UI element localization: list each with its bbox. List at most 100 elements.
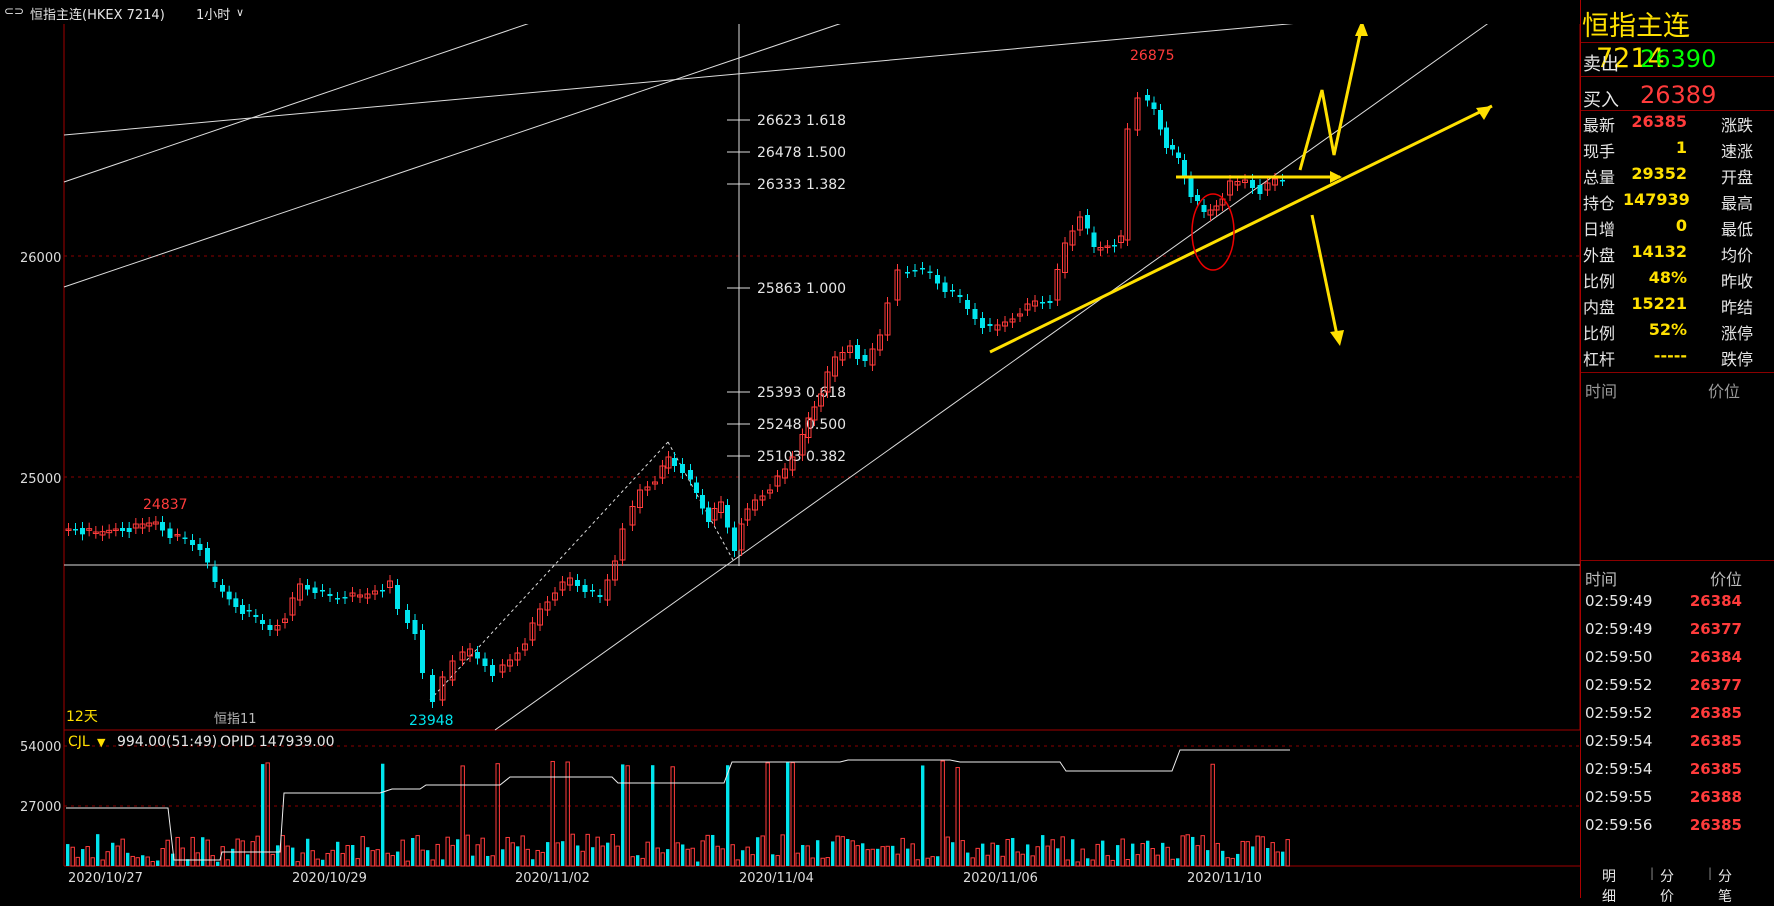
volume-readout: 994.00(51:49) xyxy=(117,734,217,750)
stat-value: 15221 xyxy=(1631,294,1687,313)
tick-time: 02:59:52 xyxy=(1585,676,1653,694)
yellow-down-scenario xyxy=(1310,214,1340,341)
ma-period-label: 12天 xyxy=(66,709,98,725)
y-axis-label-25000: 25000 xyxy=(20,472,61,487)
tick-row[interactable]: 02:59:52 26385 xyxy=(0,704,1774,731)
yellow-arrow-head-trend xyxy=(1476,106,1492,120)
divider xyxy=(1581,42,1774,43)
layout-toggle-icon[interactable]: ⊂⊃ xyxy=(4,4,25,18)
chart-header-bar: ⊂⊃ 恒指主连(HKEX 7214) 1小时 ∨ xyxy=(0,0,1580,24)
stat-row: 杠杆 ----- 跌停 xyxy=(1583,346,1773,370)
tick-row[interactable]: 02:59:50 26384 xyxy=(0,648,1774,675)
stat-row: 内盘 15221 昨结 xyxy=(1583,294,1773,318)
trend-line-3[interactable] xyxy=(63,21,846,288)
stat-right-label: 跌停 xyxy=(1721,350,1754,369)
tick-price: 26385 xyxy=(1689,732,1742,750)
stat-row: 持仓 147939 最高 xyxy=(1583,190,1773,214)
stat-right-label: 最低 xyxy=(1721,220,1754,239)
fib-level-label: 26333 1.382 xyxy=(757,177,846,193)
sell-label: 卖出 xyxy=(1583,54,1619,75)
stat-label: 持仓 xyxy=(1583,194,1616,213)
tick-price: 26377 xyxy=(1689,620,1742,638)
vol-axis-label-27000: 27000 xyxy=(20,800,61,815)
fib-level-label: 25863 1.000 xyxy=(757,281,846,297)
fib-level-label: 26623 1.618 xyxy=(757,113,846,129)
trend-line-2[interactable] xyxy=(63,21,534,183)
stat-row: 日增 0 最低 xyxy=(1583,216,1773,240)
stat-right-label: 涨停 xyxy=(1721,324,1754,343)
tick-time: 02:59:54 xyxy=(1585,732,1653,750)
tick-time: 02:59:50 xyxy=(1585,648,1653,666)
stat-right-label: 速涨 xyxy=(1721,142,1754,161)
tab-price-split[interactable]: 分价 xyxy=(1660,869,1674,905)
tab-divider-icon: | xyxy=(1708,866,1713,880)
candlesticks xyxy=(65,89,1285,708)
yellow-trend-line[interactable] xyxy=(989,104,1493,354)
volume-bars xyxy=(66,760,1290,867)
peak-price-label: 24837 xyxy=(143,497,188,513)
stat-label: 比例 xyxy=(1583,324,1616,343)
tick-row[interactable]: 02:59:55 26388 xyxy=(0,788,1774,815)
buy-label: 买入 xyxy=(1583,90,1619,111)
date-label: 2020/10/27 xyxy=(68,871,143,886)
stat-right-label: 开盘 xyxy=(1721,168,1754,187)
tick-time: 02:59:55 xyxy=(1585,788,1653,806)
trend-line-support[interactable] xyxy=(494,21,1491,731)
date-label: 2020/11/06 xyxy=(963,871,1038,886)
vol-axis-label-54000: 54000 xyxy=(20,740,61,755)
quote-sidebar xyxy=(1580,0,1774,898)
tick-time: 02:59:54 xyxy=(1585,760,1653,778)
date-label: 2020/10/29 xyxy=(292,871,367,886)
stat-label: 总量 xyxy=(1583,168,1616,187)
stat-row: 最新 26385 涨跌 xyxy=(1583,112,1773,136)
tick-row[interactable]: 02:59:52 26377 xyxy=(0,676,1774,703)
tick-price: 26377 xyxy=(1689,676,1742,694)
stat-label: 内盘 xyxy=(1583,298,1616,317)
dashed-up-line xyxy=(429,441,669,701)
stat-value: 1 xyxy=(1675,138,1687,157)
stat-right-label: 昨收 xyxy=(1721,272,1754,291)
tick-time: 02:59:49 xyxy=(1585,620,1653,638)
stat-label: 杠杆 xyxy=(1583,350,1616,369)
stat-row: 外盘 14132 均价 xyxy=(1583,242,1773,266)
divider xyxy=(1581,372,1774,373)
divider xyxy=(1581,76,1774,77)
date-label: 2020/11/04 xyxy=(739,871,814,886)
stat-right-label: 涨跌 xyxy=(1721,116,1754,135)
tick-price: 26385 xyxy=(1689,760,1742,778)
date-label: 2020/11/02 xyxy=(515,871,590,886)
date-axis: 2020/10/27 2020/10/29 2020/11/02 2020/11… xyxy=(68,871,1262,886)
fib-level-label: 25248 0.500 xyxy=(757,417,846,433)
tick-price: 26388 xyxy=(1689,788,1742,806)
stat-value: ----- xyxy=(1653,346,1687,365)
tick-row[interactable]: 02:59:54 26385 xyxy=(0,732,1774,759)
tick-time: 02:59:49 xyxy=(1585,592,1653,610)
tick-row[interactable]: 02:59:56 26385 xyxy=(0,816,1774,843)
period-selector[interactable]: 1小时 xyxy=(196,8,231,23)
stat-right-label: 昨结 xyxy=(1721,298,1754,317)
indicator-dropdown-icon[interactable]: ▼ xyxy=(97,736,106,749)
tab-detail[interactable]: 明细 xyxy=(1602,869,1616,905)
fib-labels: 26623 1.618 26478 1.500 26333 1.382 25863 1… xyxy=(757,113,846,465)
yellow-arrow-head-up xyxy=(1355,20,1368,36)
stat-value: 29352 xyxy=(1631,164,1687,183)
open-interest-line xyxy=(66,749,1290,861)
tick-row[interactable]: 02:59:49 26377 xyxy=(0,620,1774,647)
chevron-down-icon[interactable]: ∨ xyxy=(236,6,245,19)
tick-row[interactable]: 02:59:54 26385 xyxy=(0,760,1774,787)
tab-tick-split[interactable]: 分笔 xyxy=(1718,869,1732,905)
price-chart[interactable]: 26623 1.618 26478 1.500 26333 1.382 25863 1… xyxy=(0,0,1580,898)
tick-time: 02:59:52 xyxy=(1585,704,1653,722)
stat-value: 14132 xyxy=(1631,242,1687,261)
tick-price: 26385 xyxy=(1689,816,1742,834)
quote-title-code: 7214 xyxy=(1596,43,1665,74)
indicator-selector[interactable]: CJL xyxy=(68,734,90,750)
trend-line-1[interactable] xyxy=(63,21,1311,136)
stat-row: 比例 52% 涨停 xyxy=(1583,320,1773,344)
tick-row[interactable]: 02:59:49 26384 xyxy=(0,592,1774,619)
stat-value: 48% xyxy=(1648,268,1687,287)
upper-time-header: 时间 xyxy=(1585,382,1618,401)
opid-readout: OPID 147939.00 xyxy=(220,734,335,750)
fib-ticks xyxy=(727,119,750,457)
tick-price: 26385 xyxy=(1689,704,1742,722)
